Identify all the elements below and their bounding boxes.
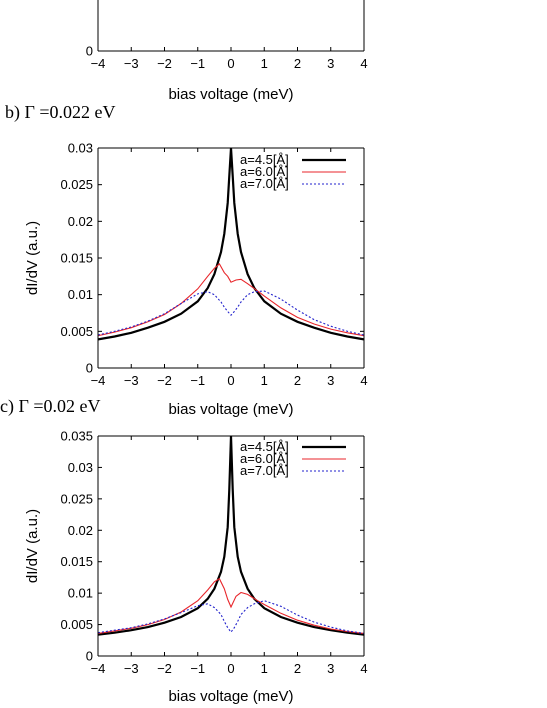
x-tick-label-p2-2: −2 <box>157 661 172 676</box>
y-tick-label-p2-4: 0.02 <box>68 523 93 538</box>
y-tick-label-p1-2: 0.01 <box>68 287 93 302</box>
x-axis-label-2: bias voltage (meV) <box>168 688 293 705</box>
y-tick-label-p2-1: 0.005 <box>60 617 93 632</box>
x-tick-label-p1-7: 3 <box>327 373 334 388</box>
x-tick-label-p0-5: 1 <box>261 56 268 71</box>
y-tick-label-p1-5: 0.025 <box>60 177 93 192</box>
legend-label-p1-1: a=6.0[Å] <box>240 164 289 179</box>
legend-label-p1-2: a=7.0[Å] <box>240 176 289 191</box>
y-tick-label-p2-7: 0.035 <box>60 429 93 444</box>
plot-frame-0 <box>97 0 365 52</box>
series-line-p1-s1 <box>98 263 364 337</box>
legend-label-p2-2: a=7.0[Å] <box>240 463 289 478</box>
x-tick-label-p0-1: −3 <box>124 56 139 71</box>
x-tick-label-p0-8: 4 <box>360 56 367 71</box>
x-tick-label-p2-4: 0 <box>227 661 234 676</box>
x-tick-label-p1-5: 1 <box>261 373 268 388</box>
legend-label-p2-1: a=6.0[Å] <box>240 451 289 466</box>
series-line-p1-s0 <box>98 148 364 341</box>
y-tick-label-p1-4: 0.02 <box>68 214 93 229</box>
x-tick-label-p2-3: −1 <box>190 661 205 676</box>
x-tick-label-p2-5: 1 <box>261 661 268 676</box>
x-tick-label-p0-0: −4 <box>91 56 106 71</box>
panel-label-1: b) Γ =0.022 eV <box>5 102 116 123</box>
y-tick-label-p0-1: 0.005 <box>60 0 93 3</box>
x-tick-label-p0-7: 3 <box>327 56 334 71</box>
x-tick-label-p2-0: −4 <box>91 661 106 676</box>
y-tick-label-p1-0: 0 <box>86 361 93 376</box>
series-line-p2-s2 <box>98 600 364 634</box>
x-tick-label-p0-3: −1 <box>190 56 205 71</box>
x-tick-label-p1-6: 2 <box>294 373 301 388</box>
x-axis-label-1: bias voltage (meV) <box>168 401 293 418</box>
y-tick-label-p2-6: 0.03 <box>68 460 93 475</box>
x-tick-label-p0-2: −2 <box>157 56 172 71</box>
y-tick-label-p2-3: 0.015 <box>60 554 93 569</box>
y-axis-label-2: dI/dV (a.u.) <box>24 509 41 583</box>
legend-label-p2-0: a=4.5[Å] <box>240 439 289 454</box>
y-axis-label-1: dI/dV (a.u.) <box>24 221 41 295</box>
y-tick-label-p1-1: 0.005 <box>60 324 93 339</box>
x-tick-label-p0-4: 0 <box>227 56 234 71</box>
x-tick-label-p2-1: −3 <box>124 661 139 676</box>
x-tick-label-p1-0: −4 <box>91 373 106 388</box>
y-tick-label-p0-0: 0 <box>86 44 93 59</box>
x-tick-label-p1-8: 4 <box>360 373 367 388</box>
x-tick-label-p1-3: −1 <box>190 373 205 388</box>
x-tick-label-p1-4: 0 <box>227 373 234 388</box>
series-line-p2-s1 <box>98 577 364 634</box>
y-tick-label-p2-5: 0.025 <box>60 491 93 506</box>
series-line-p1-s2 <box>98 290 364 336</box>
x-tick-label-p2-8: 4 <box>360 661 367 676</box>
x-tick-label-p0-6: 2 <box>294 56 301 71</box>
y-tick-label-p2-2: 0.01 <box>68 586 93 601</box>
panel-label-2: c) Γ =0.02 eV <box>0 396 101 417</box>
y-tick-label-p2-0: 0 <box>86 649 93 664</box>
series-line-p2-s0 <box>98 436 364 636</box>
x-tick-label-p2-7: 3 <box>327 661 334 676</box>
y-tick-label-p1-6: 0.03 <box>68 141 93 156</box>
x-tick-label-p1-2: −2 <box>157 373 172 388</box>
x-axis-label-0: bias voltage (meV) <box>168 86 293 103</box>
y-tick-label-p1-3: 0.015 <box>60 251 93 266</box>
x-tick-label-p2-6: 2 <box>294 661 301 676</box>
x-tick-label-p1-1: −3 <box>124 373 139 388</box>
legend-label-p1-0: a=4.5[Å] <box>240 152 289 167</box>
plot-frame-1 <box>97 147 365 369</box>
